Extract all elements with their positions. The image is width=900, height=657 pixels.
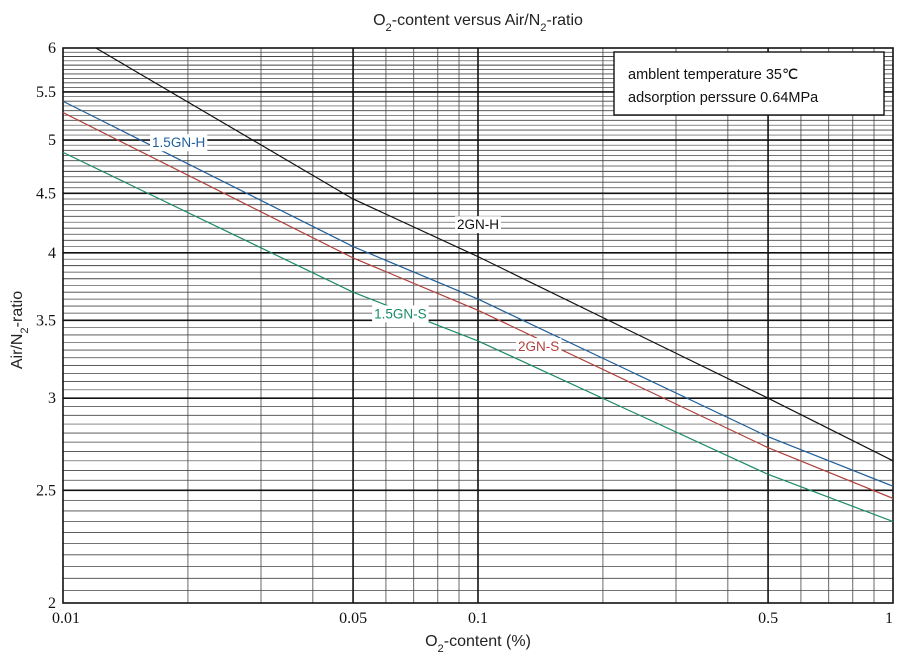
series-label-2GN-S: 2GN-S bbox=[518, 339, 559, 354]
x-tick-label: 1 bbox=[885, 610, 893, 627]
y-tick-label: 3.5 bbox=[36, 312, 56, 329]
annotation-line-2: adsorption perssure 0.64MPa bbox=[628, 90, 819, 106]
y-tick-label: 6 bbox=[48, 40, 56, 57]
series-label-bg bbox=[150, 134, 208, 152]
y-tick-label: 4.5 bbox=[36, 185, 56, 202]
x-tick-labels: 0.01 0.05 0.1 0.5 1 bbox=[52, 610, 893, 627]
y-tick-label: 5.5 bbox=[36, 84, 56, 101]
y-tick-label: 4 bbox=[48, 245, 56, 262]
x-tick-label: 0.01 bbox=[52, 610, 80, 627]
series-label-2GN-H: 2GN-H bbox=[457, 217, 499, 232]
annotation-line-1: amblent temperature 35℃ bbox=[628, 67, 798, 83]
x-tick-label: 0.5 bbox=[758, 610, 778, 627]
y-axis-title: Air/N2-ratio bbox=[9, 291, 31, 369]
series-label-bg bbox=[454, 216, 502, 234]
series-layer: 2GN-H 1.5GN-H 2GN-S 1.5GN-S bbox=[62, 47, 894, 523]
series-line-1.5GN-H bbox=[62, 100, 894, 487]
series-line-2GN-H bbox=[95, 47, 894, 462]
series-label-1.5GN-S: 1.5GN-S bbox=[374, 306, 427, 321]
y-tick-labels: 2 2.5 3 3.5 4 4.5 5 5.5 6 bbox=[36, 40, 56, 612]
y-tick-label: 5 bbox=[48, 132, 56, 149]
series-line-1.5GN-S bbox=[62, 151, 894, 523]
x-tick-label: 0.05 bbox=[339, 610, 367, 627]
major-grid bbox=[63, 48, 893, 603]
series-label-1.5GN-H: 1.5GN-H bbox=[152, 135, 205, 150]
series-label-bg bbox=[372, 305, 429, 323]
plot-frame bbox=[62, 47, 894, 604]
series-line-2GN-S bbox=[62, 112, 894, 499]
chart-title: O2-content versus Air/N2-ratio bbox=[373, 12, 583, 34]
x-tick-label: 0.1 bbox=[468, 610, 488, 627]
y-tick-label: 3 bbox=[48, 390, 56, 407]
series-label-bg bbox=[516, 338, 562, 356]
y-tick-label: 2.5 bbox=[36, 482, 56, 499]
x-axis-title: O2-content (%) bbox=[425, 633, 531, 655]
annotation-box: amblent temperature 35℃ adsorption perss… bbox=[613, 51, 885, 116]
y-tick-label: 2 bbox=[48, 595, 56, 612]
